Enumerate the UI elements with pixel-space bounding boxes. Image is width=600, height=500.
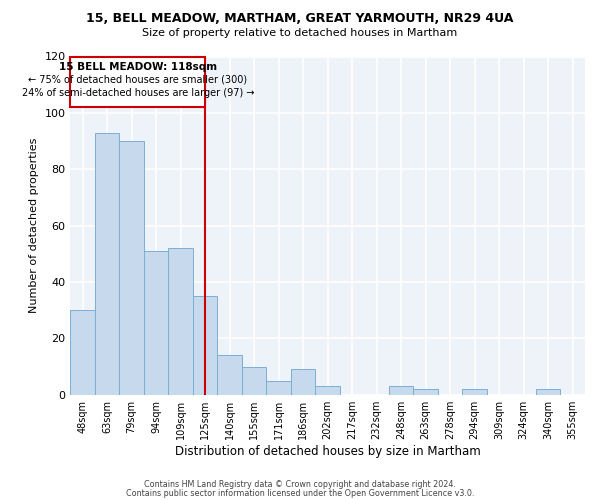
Bar: [413, 389, 438, 394]
Bar: [316, 386, 340, 394]
Bar: [389, 386, 413, 394]
FancyBboxPatch shape: [70, 56, 205, 107]
Y-axis label: Number of detached properties: Number of detached properties: [29, 138, 39, 314]
Bar: [95, 132, 119, 394]
Text: 15, BELL MEADOW, MARTHAM, GREAT YARMOUTH, NR29 4UA: 15, BELL MEADOW, MARTHAM, GREAT YARMOUTH…: [86, 12, 514, 26]
Text: ← 75% of detached houses are smaller (300): ← 75% of detached houses are smaller (30…: [28, 75, 247, 85]
Bar: [536, 389, 560, 394]
Text: 15 BELL MEADOW: 118sqm: 15 BELL MEADOW: 118sqm: [59, 62, 217, 72]
Bar: [463, 389, 487, 394]
Bar: [70, 310, 95, 394]
Bar: [144, 251, 169, 394]
Bar: [266, 380, 291, 394]
X-axis label: Distribution of detached houses by size in Martham: Distribution of detached houses by size …: [175, 444, 481, 458]
Text: Contains public sector information licensed under the Open Government Licence v3: Contains public sector information licen…: [126, 488, 474, 498]
Bar: [291, 370, 316, 394]
Bar: [242, 366, 266, 394]
Text: 24% of semi-detached houses are larger (97) →: 24% of semi-detached houses are larger (…: [22, 88, 254, 98]
Text: Size of property relative to detached houses in Martham: Size of property relative to detached ho…: [142, 28, 458, 38]
Bar: [193, 296, 217, 394]
Bar: [169, 248, 193, 394]
Text: Contains HM Land Registry data © Crown copyright and database right 2024.: Contains HM Land Registry data © Crown c…: [144, 480, 456, 489]
Bar: [217, 356, 242, 395]
Bar: [119, 141, 144, 395]
